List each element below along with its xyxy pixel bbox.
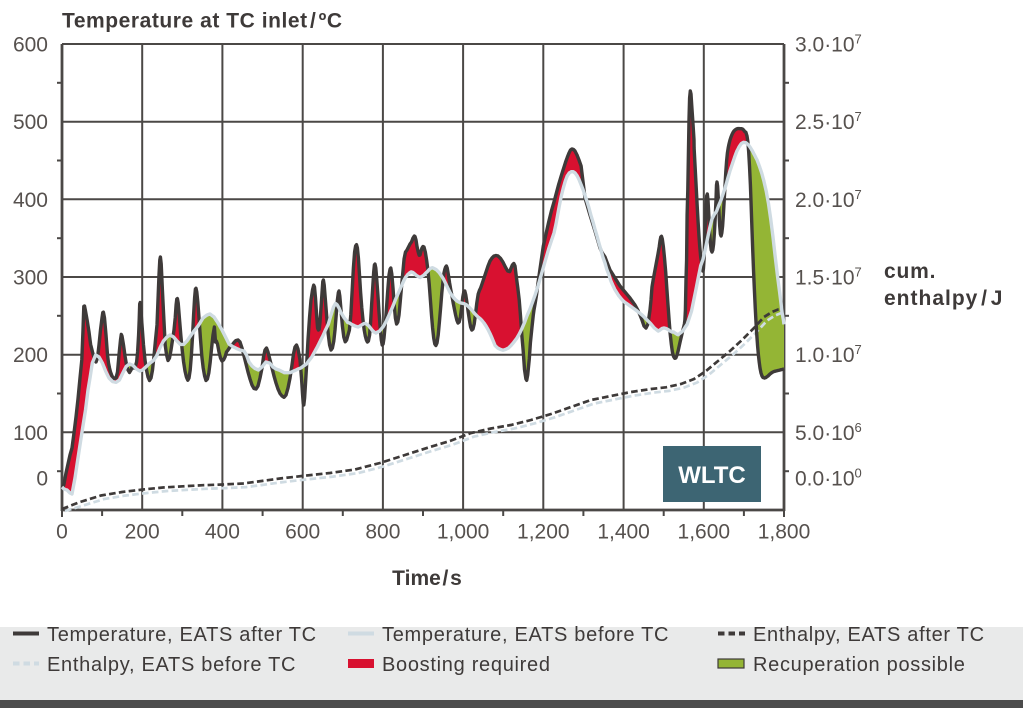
svg-text:400: 400 <box>13 189 48 212</box>
svg-text:1,000: 1,000 <box>437 521 490 544</box>
svg-text:2.0·107: 2.0·107 <box>795 187 862 212</box>
svg-text:Temperature, EATS before TC: Temperature, EATS before TC <box>382 624 669 646</box>
svg-text:Time / s: Time / s <box>392 567 462 590</box>
svg-text:200: 200 <box>125 521 160 544</box>
svg-text:Temperature at TC inlet / ºC: Temperature at TC inlet / ºC <box>62 10 343 33</box>
svg-text:Enthalpy, EATS before TC: Enthalpy, EATS before TC <box>47 654 296 676</box>
svg-text:Recuperation possible: Recuperation possible <box>753 654 966 676</box>
svg-text:1,200: 1,200 <box>517 521 570 544</box>
svg-text:1.5·107: 1.5·107 <box>795 265 862 290</box>
svg-text:100: 100 <box>13 422 48 445</box>
svg-text:WLTC: WLTC <box>678 462 746 489</box>
svg-text:1,600: 1,600 <box>678 521 731 544</box>
svg-text:cum.: cum. <box>884 260 936 283</box>
svg-text:0: 0 <box>56 521 68 544</box>
svg-text:enthalpy / J: enthalpy / J <box>884 287 1003 310</box>
svg-text:600: 600 <box>13 34 48 57</box>
svg-text:500: 500 <box>13 111 48 134</box>
svg-text:200: 200 <box>13 344 48 367</box>
svg-text:5.0·106: 5.0·106 <box>795 420 862 445</box>
svg-text:0: 0 <box>36 468 48 491</box>
svg-text:Temperature, EATS after TC: Temperature, EATS after TC <box>47 624 317 646</box>
svg-text:2.5·107: 2.5·107 <box>795 109 862 134</box>
svg-text:1.0·107: 1.0·107 <box>795 342 862 367</box>
svg-text:3.0·107: 3.0·107 <box>795 32 862 57</box>
svg-text:1,400: 1,400 <box>597 521 650 544</box>
svg-text:1,800: 1,800 <box>758 521 811 544</box>
svg-text:0.0·100: 0.0·100 <box>795 466 862 491</box>
svg-text:600: 600 <box>285 521 320 544</box>
svg-text:400: 400 <box>205 521 240 544</box>
svg-text:300: 300 <box>13 267 48 290</box>
svg-text:800: 800 <box>365 521 400 544</box>
svg-text:Enthalpy, EATS after TC: Enthalpy, EATS after TC <box>753 624 985 646</box>
svg-text:Boosting required: Boosting required <box>382 654 551 676</box>
